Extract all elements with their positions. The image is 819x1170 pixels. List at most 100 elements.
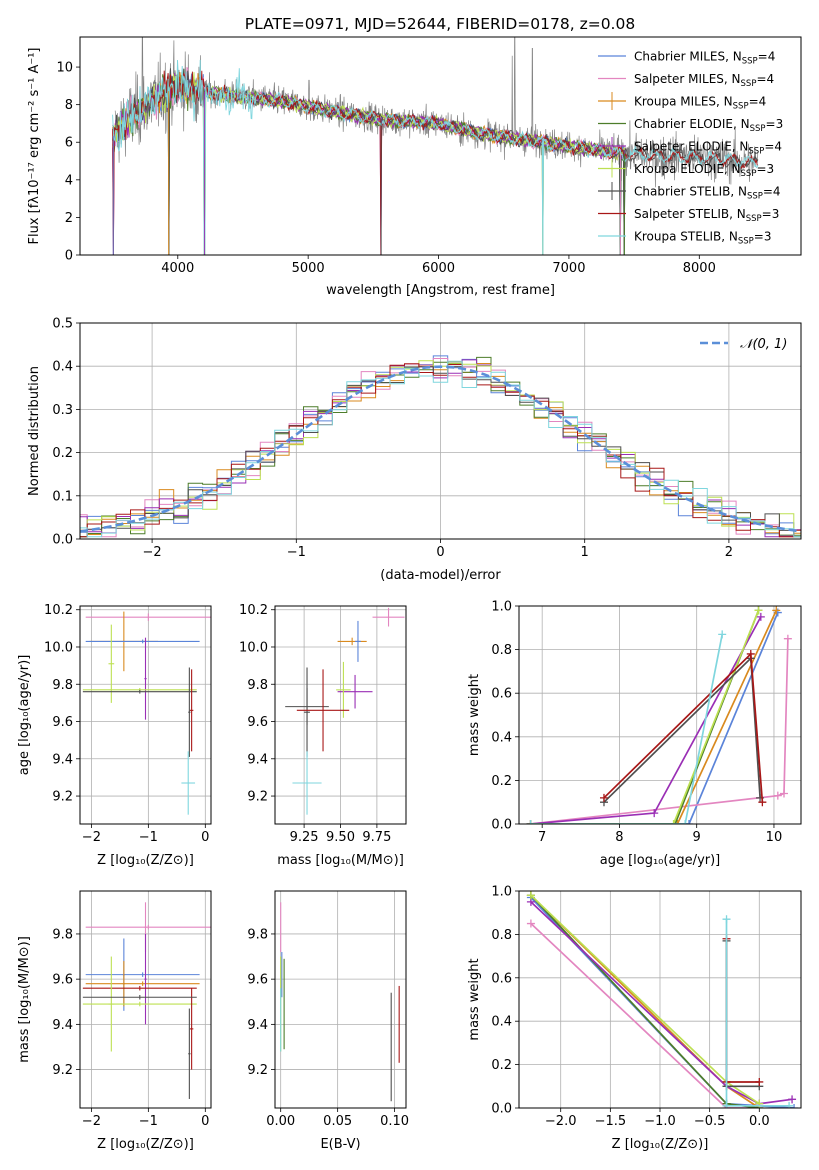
legend-label: Kroupa ELODIE, NSSP=3 (634, 162, 774, 179)
x-tick-label: 8 (615, 830, 623, 845)
y-axis-label: age [log₁₀(age/yr)] (17, 655, 32, 776)
y-tick-label: 0.8 (491, 928, 512, 943)
ticks: 9.25 9.50 9.75 9.2 9.4 9.6 9.8 10.0 10.2 (239, 603, 391, 845)
ticks: −2 −1 0 9.2 9.4 9.6 9.8 10.0 10.2 (44, 603, 209, 845)
x-tick-label: −1 (287, 545, 306, 560)
legend-value: =4 (749, 95, 767, 109)
series-marker (758, 798, 767, 807)
plot-frame (274, 890, 407, 1109)
series-marker (722, 1101, 731, 1108)
legend-value: =3 (754, 230, 772, 244)
y-tick-label: 0.4 (491, 1015, 512, 1030)
series-marker (746, 649, 755, 658)
spectrum-panel: 4000 5000 6000 7000 8000 0 2 4 6 8 10 wavelength [A… (27, 36, 802, 298)
y-tick-label: 10.2 (239, 603, 268, 618)
histogram-kroupa-miles (80, 361, 801, 538)
series-marker (785, 1101, 794, 1108)
y-tick-label: 0.5 (52, 317, 73, 332)
grid (275, 606, 406, 824)
legend-subscript: SSP (741, 79, 757, 89)
legend-value: =4 (764, 140, 782, 154)
cumulative-metallicity-panel: −2.0 −1.5 −1.0 −0.5 0.0 0.0 0.2 0.4 0.6 0.8 1.0 Z [… (467, 885, 802, 1152)
errorbars (82, 902, 211, 1099)
histogram-chabrier-miles (80, 355, 801, 538)
series-marker (783, 634, 792, 643)
legend-label: 𝒩(0, 1) (740, 337, 787, 352)
legend: 𝒩(0, 1) (700, 337, 787, 352)
y-tick-label: 0.8 (491, 643, 512, 658)
y-tick-label: 1.0 (491, 600, 512, 615)
y-tick-label: 9.4 (52, 752, 73, 767)
x-tick-label: −1 (139, 1114, 158, 1129)
x-axis-label: E(B-V) (320, 1137, 360, 1152)
series-marker (790, 1104, 799, 1108)
histogram-chabrier-elodie (80, 356, 801, 538)
x-axis-label: mass [log₁₀(M/M⊙)] (277, 853, 404, 868)
y-tick-label: 9.4 (247, 752, 268, 767)
legend-label: Kroupa MILES, NSSP=4 (634, 95, 766, 112)
series-marker (754, 606, 763, 615)
y-tick-label: 9.8 (247, 927, 268, 942)
legend-subscript: SSP (748, 147, 764, 157)
series-line-kroupa-stelib (530, 634, 724, 824)
legend-value: =3 (756, 162, 774, 176)
grid (519, 605, 801, 825)
histogram-chabrier-stelib (80, 366, 801, 538)
y-axis-label: mass weight (467, 958, 482, 1040)
y-tick-label: 8 (65, 98, 73, 113)
cumulative-lines (526, 606, 792, 824)
plot-frame (79, 890, 212, 1109)
ticks: 0.00 0.05 0.10 9.2 9.4 9.6 9.8 (247, 927, 409, 1129)
x-axis-label: Z [log₁₀(Z/Z⊙)] (97, 1137, 194, 1152)
series-line-salpeter-elodie (530, 901, 793, 1105)
legend-value: =4 (763, 185, 781, 199)
x-tick-label: −2 (82, 1114, 101, 1129)
series-marker (718, 630, 727, 639)
series-line-kroupa-stelib (725, 919, 790, 1107)
legend-subscript: SSP (747, 192, 763, 202)
series-marker (650, 809, 659, 818)
x-tick-label: 7000 (552, 261, 585, 276)
y-axis-label: Flux [fλ10⁻¹⁷ erg cm⁻² s⁻¹ A⁻¹] (27, 48, 42, 245)
x-tick-label: 0.00 (266, 1114, 295, 1129)
ticks: −2 −1 0 1 2 0.0 0.1 0.2 0.3 0.4 0.5 (52, 317, 733, 561)
series-line-chabrier-miles (530, 612, 779, 824)
mass-vs-metallicity-panel: −2 −1 0 9.2 9.4 9.6 9.8 Z [log₁₀(Z/Z⊙)] mass [lo… (17, 890, 212, 1152)
series-marker (526, 891, 535, 900)
y-tick-label: 0.6 (491, 971, 512, 986)
y-tick-label: 10.0 (44, 640, 73, 655)
legend-subscript: SSP (741, 169, 757, 179)
x-axis-label: Z [log₁₀(Z/Z⊙)] (612, 1137, 709, 1152)
ticks: −2.0 −1.5 −1.0 −0.5 0.0 0.0 0.2 0.4 0.6 0.8 1.0 (491, 885, 769, 1130)
series-line-salpeter-miles (530, 922, 760, 1108)
x-tick-label: 10 (766, 830, 783, 845)
legend-subscript: SSP (750, 124, 766, 134)
y-tick-label: 0.2 (491, 774, 512, 789)
legend: Chabrier MILES, NSSP=4 Salpeter MILES, NS… (598, 50, 783, 247)
y-tick-label: 0.6 (491, 687, 512, 702)
y-tick-label: 9.8 (247, 678, 268, 693)
x-axis-label: (data-model)/error (380, 568, 501, 583)
y-tick-label: 6 (65, 136, 73, 151)
y-tick-label: 0.1 (52, 489, 73, 504)
x-tick-label: −1 (139, 830, 158, 845)
legend-value: =4 (758, 50, 776, 64)
histogram-steps (80, 355, 801, 538)
legend-subscript: SSP (733, 102, 749, 112)
x-tick-label: 9.75 (362, 830, 391, 845)
y-tick-label: 9.6 (52, 715, 73, 730)
x-tick-label: 9.50 (326, 830, 355, 845)
y-tick-label: 9.4 (52, 1018, 73, 1033)
legend-value: =4 (756, 72, 774, 86)
x-tick-label: 7 (538, 830, 546, 845)
x-axis-label: age [log₁₀(age/yr)] (600, 853, 721, 868)
series-marker (755, 1077, 764, 1086)
x-tick-label: 9 (693, 830, 701, 845)
series-marker (669, 820, 678, 824)
age-vs-mass-panel: 9.25 9.50 9.75 9.2 9.4 9.6 9.8 10.0 10.2 mass [lo… (239, 603, 407, 868)
age-vs-metallicity-panel: −2 −1 0 9.2 9.4 9.6 9.8 10.0 10.2 Z [log₁₀(Z/Z⊙)]… (17, 603, 212, 868)
y-axis-label: mass [log₁₀(M/M⊙)] (17, 936, 32, 1063)
series-marker (780, 789, 789, 798)
y-tick-label: 9.6 (247, 715, 268, 730)
series-line-chabrier-elodie (530, 610, 760, 824)
